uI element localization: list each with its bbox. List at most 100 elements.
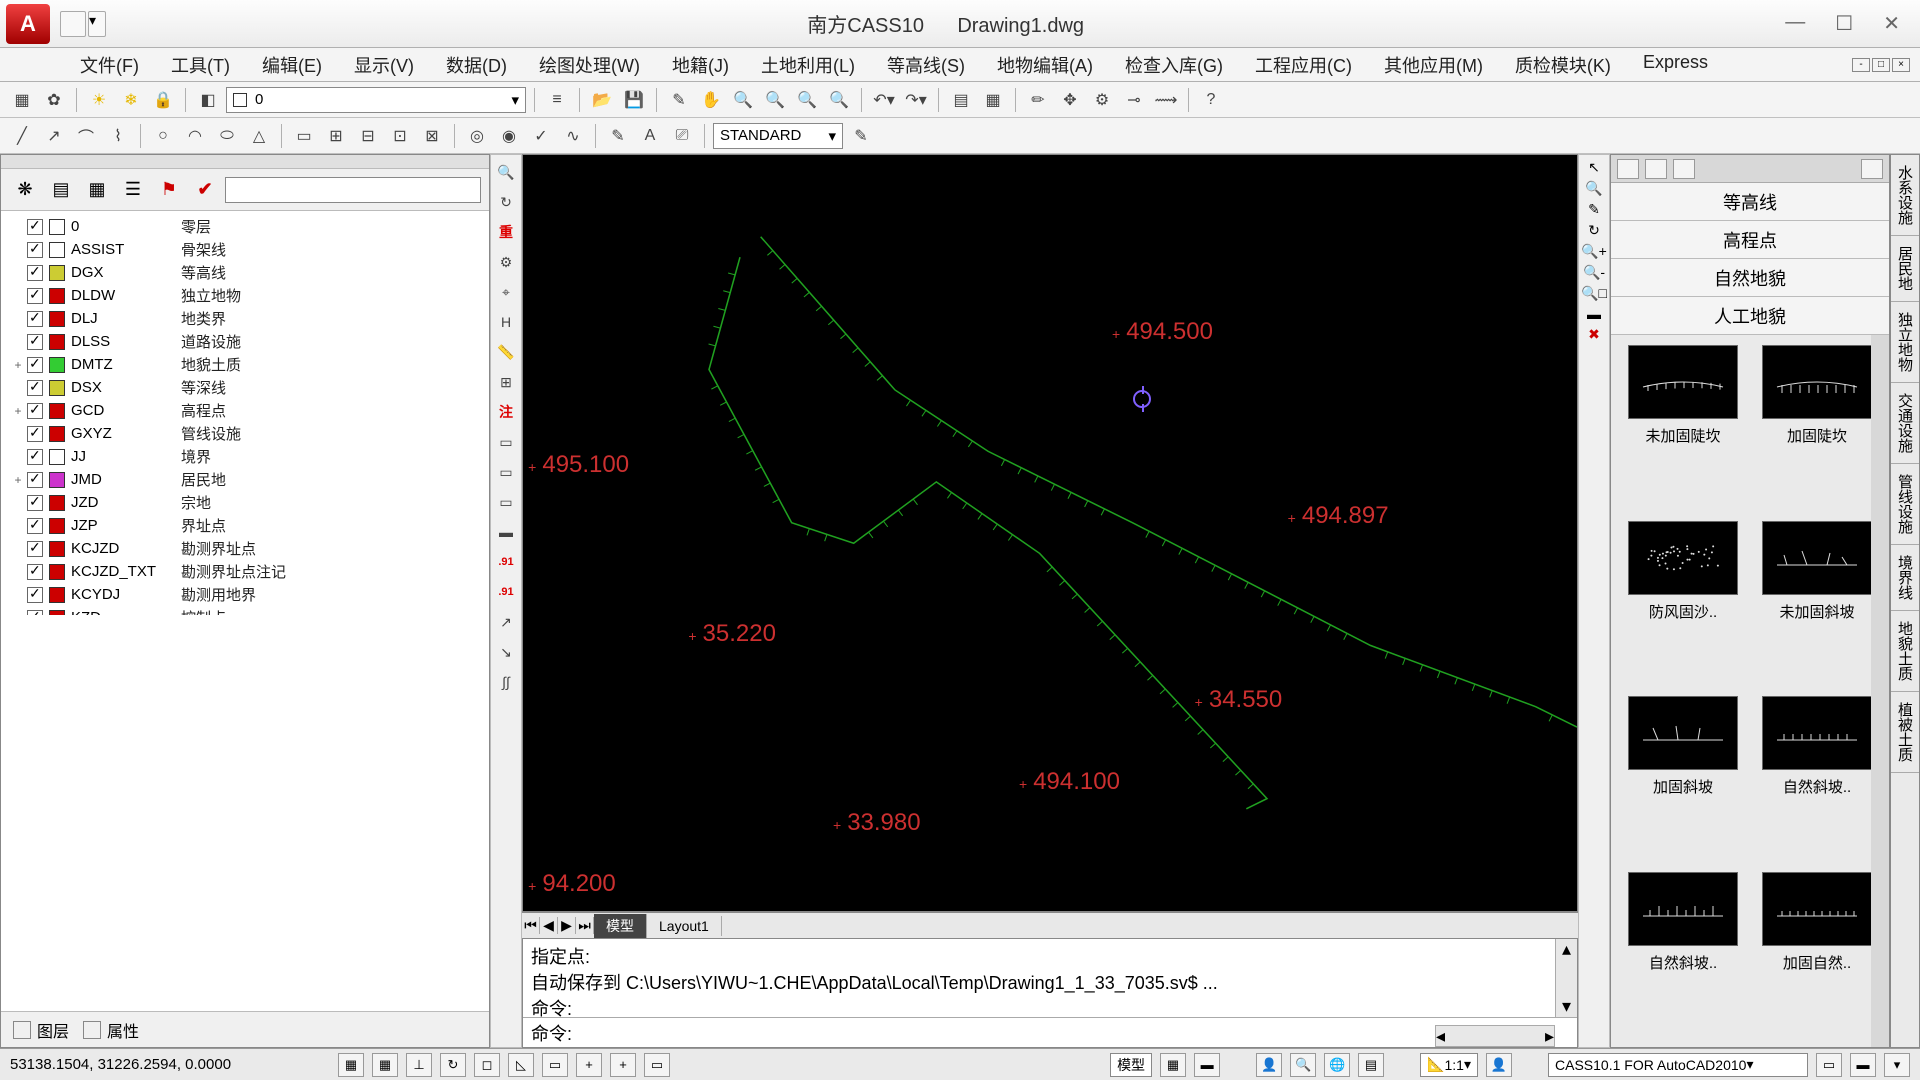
menu-item[interactable]: 土地利用(L): [745, 48, 871, 82]
vt-red4-icon[interactable]: .91: [493, 579, 519, 605]
layer-row[interactable]: KCYDJ 勘测用地界: [9, 583, 481, 606]
cmd-vscroll[interactable]: ▴▾: [1555, 939, 1577, 1017]
vt-red2-icon[interactable]: 注: [493, 399, 519, 425]
layer-checkbox[interactable]: [27, 518, 43, 534]
otrack-toggle-icon[interactable]: ◺: [508, 1053, 534, 1077]
model-toggle-icon[interactable]: ▭: [644, 1053, 670, 1077]
layer-color-swatch[interactable]: [49, 587, 65, 603]
menu-item[interactable]: Express: [1627, 48, 1724, 82]
layer-color-swatch[interactable]: [49, 242, 65, 258]
vt-red1-icon[interactable]: 重: [493, 219, 519, 245]
minimize-button[interactable]: —: [1785, 11, 1805, 36]
table-icon[interactable]: ▦: [979, 86, 1007, 114]
right-tab[interactable]: 地貌土质: [1891, 611, 1919, 692]
zoom-icon[interactable]: 🔍: [729, 86, 757, 114]
rect-icon[interactable]: ▭: [290, 122, 318, 150]
qat-dropdown-icon[interactable]: ▾: [88, 11, 106, 37]
layer-color-swatch[interactable]: [49, 334, 65, 350]
menu-item[interactable]: 检查入库(G): [1109, 48, 1239, 82]
layer-row[interactable]: KCJZD_TXT 勘测界址点注记: [9, 560, 481, 583]
tab-next-icon[interactable]: ▶: [558, 917, 576, 934]
right-tab[interactable]: 居民地: [1891, 236, 1919, 302]
layer-row[interactable]: DLDW 独立地物: [9, 284, 481, 307]
grid1-icon[interactable]: ⊞: [322, 122, 350, 150]
layer-checkbox[interactable]: [27, 334, 43, 350]
view-grid-icon[interactable]: [1645, 159, 1667, 179]
vt-snap-icon[interactable]: ⌖: [493, 279, 519, 305]
pan-icon[interactable]: ✋: [697, 86, 725, 114]
right-tab[interactable]: 植被土质: [1891, 692, 1919, 773]
mdi-restore-icon[interactable]: □: [1872, 58, 1890, 72]
panel-menu-icon[interactable]: [1861, 159, 1883, 179]
layer-check-icon[interactable]: ✔: [189, 174, 221, 206]
arc2-icon[interactable]: ◠: [181, 122, 209, 150]
layer-color-swatch[interactable]: [49, 288, 65, 304]
maximize-button[interactable]: ☐: [1835, 11, 1853, 36]
layer-color-swatch[interactable]: [49, 380, 65, 396]
style-edit-icon[interactable]: ✎: [847, 122, 875, 150]
vt-rotate-icon[interactable]: ↻: [493, 189, 519, 215]
close-button[interactable]: ✕: [1883, 11, 1900, 36]
layer-search-input[interactable]: [225, 177, 481, 203]
layer-color-swatch[interactable]: [49, 495, 65, 511]
vt-gear-icon[interactable]: ⚙: [493, 249, 519, 275]
menu-item[interactable]: 数据(D): [430, 48, 523, 82]
sb-icon-7[interactable]: 👤: [1486, 1053, 1512, 1077]
mdi-minimize-icon[interactable]: -: [1852, 58, 1870, 72]
layer-states-icon[interactable]: ✿: [40, 86, 68, 114]
layer-row[interactable]: KZD 控制点: [9, 606, 481, 615]
sb-icon-6[interactable]: ▤: [1358, 1053, 1384, 1077]
pline-icon[interactable]: ⌇: [104, 122, 132, 150]
layer-checkbox[interactable]: [27, 495, 43, 511]
menu-item[interactable]: 文件(F): [64, 48, 155, 82]
layer-checkbox[interactable]: [27, 265, 43, 281]
category-item[interactable]: 等高线: [1611, 183, 1889, 221]
ellipse-icon[interactable]: ⬭: [213, 122, 241, 150]
layer-checkbox[interactable]: [27, 564, 43, 580]
erase-icon[interactable]: ✎: [665, 86, 693, 114]
menu-item[interactable]: 编辑(E): [246, 48, 338, 82]
grid4-icon[interactable]: ⊠: [418, 122, 446, 150]
layer-on-icon[interactable]: ☀: [85, 86, 113, 114]
vt-ruler-icon[interactable]: 📏: [493, 339, 519, 365]
rt-zoom-icon[interactable]: 🔍: [1585, 180, 1602, 197]
open-icon[interactable]: 📂: [588, 86, 616, 114]
layer-lock-icon[interactable]: 🔒: [149, 86, 177, 114]
tab-last-icon[interactable]: ⏭: [576, 917, 594, 934]
triangle-icon[interactable]: △: [245, 122, 273, 150]
layer-row[interactable]: + DMTZ 地貌土质: [9, 353, 481, 376]
layer-checkbox[interactable]: [27, 380, 43, 396]
layer-color-swatch[interactable]: [49, 403, 65, 419]
layer-flag-icon[interactable]: ⚑: [153, 174, 185, 206]
redo-icon[interactable]: ↷▾: [902, 86, 930, 114]
layer-freeze-icon[interactable]: ❄: [117, 86, 145, 114]
sb-icon-2[interactable]: ▬: [1194, 1053, 1220, 1077]
layer-row[interactable]: + JMD 居民地: [9, 468, 481, 491]
sb-icon-4[interactable]: 🔍: [1290, 1053, 1316, 1077]
view-list-icon[interactable]: [1617, 159, 1639, 179]
command-input[interactable]: [572, 1022, 1569, 1043]
vt-sq2-icon[interactable]: ▭: [493, 459, 519, 485]
layer-checkbox[interactable]: [27, 610, 43, 616]
move-icon[interactable]: ✥: [1056, 86, 1084, 114]
thumbs-scrollbar[interactable]: [1871, 335, 1889, 1047]
grid2-icon[interactable]: ⊟: [354, 122, 382, 150]
rt-refresh-icon[interactable]: ↻: [1588, 222, 1600, 239]
layer-row[interactable]: DGX 等高线: [9, 261, 481, 284]
view-pin-icon[interactable]: [1673, 159, 1695, 179]
edit2-icon[interactable]: ✎: [604, 122, 632, 150]
rt-close-icon[interactable]: ✖: [1588, 326, 1600, 343]
layer-color-swatch[interactable]: [49, 472, 65, 488]
layer-checkbox[interactable]: [27, 449, 43, 465]
layer-checkbox[interactable]: [27, 311, 43, 327]
zoom-window-icon[interactable]: 🔍: [761, 86, 789, 114]
layer-checkbox[interactable]: [27, 242, 43, 258]
tab-prev-icon[interactable]: ◀: [540, 917, 558, 934]
cmd-hscroll[interactable]: ◂▸: [1435, 1025, 1555, 1047]
grid3-icon[interactable]: ⊡: [386, 122, 414, 150]
line-icon[interactable]: ╱: [8, 122, 36, 150]
vt-sq1-icon[interactable]: ▭: [493, 429, 519, 455]
linetype-icon[interactable]: ≡: [543, 86, 571, 114]
mtext-icon[interactable]: ⎚: [668, 122, 696, 150]
vt-red3-icon[interactable]: .91: [493, 549, 519, 575]
